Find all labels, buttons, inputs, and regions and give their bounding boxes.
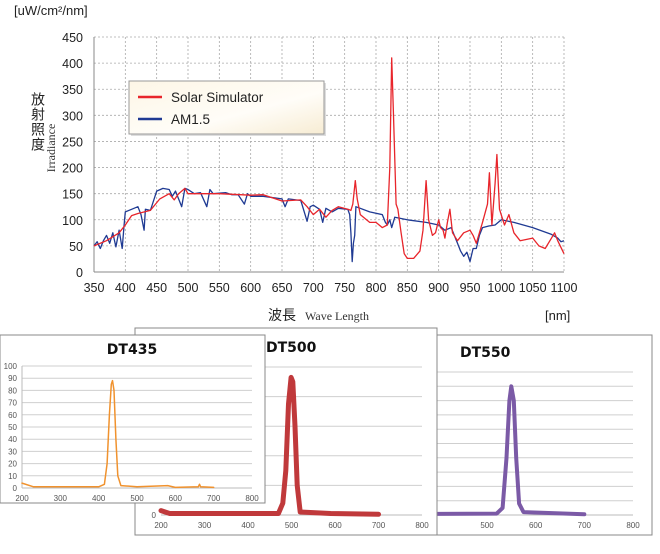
inset-y-tick-label: 50 xyxy=(8,423,17,432)
inset-y-tick-label: 0 xyxy=(152,511,157,520)
x-tick-label: 650 xyxy=(272,281,293,295)
x-tick-label: 850 xyxy=(397,281,418,295)
x-unit-label: [nm] xyxy=(545,308,570,323)
x-tick-label: 400 xyxy=(115,281,136,295)
y-tick-label: 100 xyxy=(62,214,83,228)
inset-title: DT550 xyxy=(460,345,511,361)
inset-x-tick-label: 500 xyxy=(285,521,299,530)
inset-y-tick-label: 0 xyxy=(13,484,18,493)
x-tick-label: 950 xyxy=(460,281,481,295)
inset-chart-dt435: 200 300 400 500 600 700 800 0 10 20 30 40 50 60 70 80 90… xyxy=(0,334,266,504)
y-tick-label: 250 xyxy=(62,135,83,149)
x-tick-label: 700 xyxy=(303,281,324,295)
inset-y-tick-label: 20 xyxy=(8,460,17,469)
y-tick-label: 50 xyxy=(69,240,83,254)
x-tick-label: 450 xyxy=(146,281,167,295)
inset-x-tick-label: 800 xyxy=(415,521,429,530)
y-axis-label-jp: 放射照度 xyxy=(29,92,45,152)
x-tick-label: 750 xyxy=(334,281,355,295)
y-tick-label: 350 xyxy=(62,83,83,97)
inset-x-tick-label: 600 xyxy=(169,494,183,503)
inset-x-tick-label: 600 xyxy=(529,521,543,530)
legend: Solar Simulator AM1.5 xyxy=(128,80,326,136)
legend-label: Solar Simulator xyxy=(171,90,264,105)
inset-x-tick-label: 600 xyxy=(328,521,342,530)
x-axis-label: Wave Length xyxy=(305,309,369,323)
inset-x-tick-label: 700 xyxy=(578,521,592,530)
inset-x-tick-label: 500 xyxy=(130,494,144,503)
y-tick-label: 200 xyxy=(62,162,83,176)
inset-y-tick-label: 40 xyxy=(8,435,17,444)
inset-frame xyxy=(436,334,653,536)
y-tick-label: 0 xyxy=(76,266,83,280)
series-line-solar-simulator xyxy=(93,57,565,260)
inset-x-tick-label: 400 xyxy=(241,521,255,530)
inset-x-tick-label: 700 xyxy=(372,521,386,530)
legend-label: AM1.5 xyxy=(171,112,210,127)
inset-y-tick-label: 90 xyxy=(8,374,17,383)
y-axis-label: Irradiance xyxy=(44,124,58,173)
inset-x-tick-label: 800 xyxy=(245,494,259,503)
inset-y-tick-label: 60 xyxy=(8,411,17,420)
x-tick-label: 900 xyxy=(428,281,449,295)
y-unit-label: [uW/cm²/nm] xyxy=(14,3,88,18)
inset-x-tick-label: 400 xyxy=(92,494,106,503)
inset-x-tick-label: 500 xyxy=(480,521,494,530)
x-tick-label: 550 xyxy=(209,281,230,295)
main-chart: 350 400 450 500 550 600 650 700 750 800 850 900 950 1… xyxy=(14,3,577,324)
inset-series-line xyxy=(158,374,381,517)
x-tick-label: 800 xyxy=(366,281,387,295)
inset-series-line xyxy=(21,379,215,489)
inset-x-tick-label: 700 xyxy=(207,494,221,503)
inset-y-tick-label: 80 xyxy=(8,386,17,395)
inset-y-tick-label: 70 xyxy=(8,399,17,408)
y-tick-label: 300 xyxy=(62,109,83,123)
x-tick-label: 350 xyxy=(84,281,105,295)
x-tick-label: 1100 xyxy=(551,281,578,295)
inset-x-tick-label: 300 xyxy=(54,494,68,503)
inset-x-tick-label: 300 xyxy=(198,521,212,530)
x-axis-label-jp: 波長 xyxy=(268,308,296,324)
inset-x-tick-label: 200 xyxy=(15,494,29,503)
inset-x-tick-label: 800 xyxy=(626,521,640,530)
inset-title: DT500 xyxy=(266,340,317,356)
inset-y-tick-label: 10 xyxy=(8,472,17,481)
y-tick-label: 150 xyxy=(62,188,83,202)
legend-box xyxy=(128,80,325,135)
y-tick-label: 400 xyxy=(62,57,83,71)
x-tick-label: 1050 xyxy=(519,281,547,295)
inset-frame xyxy=(0,334,266,504)
x-tick-label: 1000 xyxy=(487,281,515,295)
y-tick-label: 450 xyxy=(62,31,83,45)
inset-series-line xyxy=(339,384,587,517)
series-line-am1-5 xyxy=(93,187,565,263)
inset-y-tick-label: 30 xyxy=(8,447,17,456)
inset-title: DT435 xyxy=(107,342,157,358)
inset-x-tick-label: 200 xyxy=(154,521,168,530)
x-tick-label: 600 xyxy=(240,281,261,295)
x-tick-label: 500 xyxy=(178,281,199,295)
inset-y-tick-label: 100 xyxy=(4,362,18,371)
